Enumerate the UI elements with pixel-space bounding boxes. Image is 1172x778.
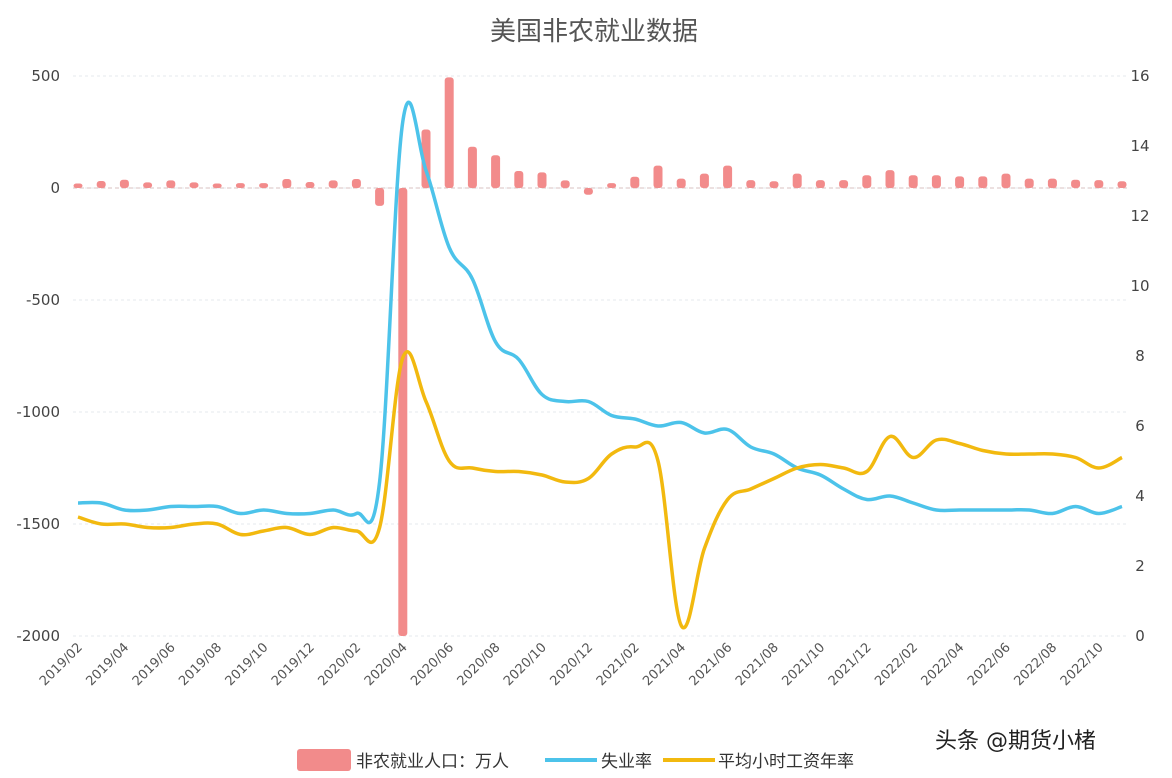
- x-axis-tick-label: 2019/12: [269, 640, 318, 689]
- bar-2022-06: [1001, 173, 1011, 188]
- x-axis-tick-label: 2022/06: [965, 640, 1014, 689]
- bar-2019-08: [212, 183, 222, 188]
- bar-2021-08: [769, 181, 779, 188]
- bar-2020-11: [560, 180, 570, 188]
- legend-swatch-payrolls: [297, 749, 351, 771]
- x-axis-tick-label: 2021/04: [640, 640, 689, 689]
- x-axis-tick-label: 2020/08: [455, 640, 504, 689]
- right-axis-tick-label: 16: [1130, 67, 1149, 85]
- left-axis-ticks: 500 0 -500 -1000 -1500 -2000: [16, 67, 60, 645]
- x-axis-tick-label: 2022/02: [872, 640, 921, 689]
- bar-2021-03: [653, 165, 663, 188]
- bar-2019-03: [96, 181, 106, 188]
- x-axis-tick-label: 2022/04: [919, 640, 968, 689]
- legend-label-unemployment: 失业率: [601, 752, 652, 772]
- right-axis-tick-label: 6: [1135, 417, 1145, 435]
- left-axis-tick-label: 0: [50, 179, 60, 197]
- right-axis-tick-label: 10: [1130, 277, 1149, 295]
- x-axis-tick-label: 2019/04: [83, 640, 132, 689]
- watermark: 头条 @期货小楮: [935, 729, 1096, 754]
- bar-2022-08: [1047, 178, 1057, 188]
- x-axis-tick-label: 2021/10: [779, 640, 828, 689]
- x-axis-tick-label: 2021/02: [594, 640, 643, 689]
- x-axis-tick-label: 2021/12: [826, 640, 875, 689]
- bar-2019-09: [235, 183, 245, 188]
- x-axis-tick-label: 2020/10: [501, 640, 550, 689]
- bar-series: [73, 77, 1127, 636]
- right-axis-tick-label: 2: [1135, 557, 1145, 575]
- x-axis-tick-label: 2022/08: [1011, 640, 1060, 689]
- bar-2020-01: [328, 180, 338, 188]
- x-axis-tick-label: 2020/12: [547, 640, 596, 689]
- bar-2022-09: [1071, 179, 1081, 188]
- x-axis-tick-label: 2019/06: [130, 640, 179, 689]
- bar-2021-06: [723, 165, 733, 188]
- bar-2019-12: [305, 181, 315, 188]
- x-axis-tick-label: 2021/08: [733, 640, 782, 689]
- bar-2020-10: [537, 172, 547, 188]
- x-axis-tick-label: 2020/02: [315, 640, 364, 689]
- bar-2019-10: [259, 183, 269, 188]
- x-axis-tick-label: 2019/02: [37, 640, 86, 689]
- bar-2019-06: [166, 180, 176, 188]
- bar-2020-08: [491, 155, 501, 188]
- bar-2022-11: [1117, 181, 1127, 188]
- bar-2019-07: [189, 182, 199, 188]
- bar-2021-11: [839, 180, 849, 188]
- left-axis-tick-label: -2000: [16, 627, 60, 645]
- x-axis-tick-label: 2020/06: [408, 640, 457, 689]
- bar-2022-05: [978, 176, 988, 188]
- x-axis-tick-label: 2021/06: [687, 640, 736, 689]
- bar-2020-04: [398, 188, 408, 636]
- unemployment-rate-line: [77, 100, 1123, 525]
- right-axis-tick-label: 0: [1135, 627, 1145, 645]
- right-axis-tick-label: 14: [1130, 137, 1149, 155]
- bar-2022-10: [1094, 180, 1104, 188]
- left-axis-tick-label: -1000: [16, 403, 60, 421]
- bar-2022-01: [885, 170, 895, 188]
- bar-2019-05: [143, 182, 153, 188]
- bar-2020-12: [583, 188, 593, 195]
- bar-2021-01: [607, 183, 617, 188]
- bar-2022-07: [1024, 178, 1034, 188]
- bar-2020-06: [444, 77, 454, 188]
- line-series: [77, 100, 1123, 630]
- bar-2021-02: [630, 176, 640, 188]
- bar-2020-07: [467, 146, 477, 188]
- bar-2021-07: [746, 180, 756, 188]
- bar-2020-02: [351, 179, 361, 188]
- legend-label-wages: 平均小时工资年率: [718, 752, 854, 772]
- right-axis-tick-label: 4: [1135, 487, 1145, 505]
- bar-2021-09: [792, 173, 802, 188]
- bar-2022-04: [955, 176, 965, 188]
- bar-2019-11: [282, 179, 292, 188]
- bar-2020-09: [514, 170, 524, 188]
- left-axis-tick-label: 500: [31, 67, 60, 85]
- bar-2020-03: [375, 188, 385, 206]
- legend: 非农就业人口：万人 失业率 平均小时工资年率: [297, 749, 854, 772]
- x-axis-tick-label: 2019/10: [223, 640, 272, 689]
- bar-2021-05: [699, 173, 709, 188]
- x-axis-tick-label: 2019/08: [176, 640, 225, 689]
- legend-label-payrolls: 非农就业人口：万人: [356, 752, 509, 772]
- hourly-wage-growth-line: [77, 350, 1123, 630]
- bar-2019-02: [73, 183, 83, 188]
- chart-title: 美国非农就业数据: [490, 17, 698, 47]
- left-axis-tick-label: -1500: [16, 515, 60, 533]
- x-axis-tick-label: 2022/10: [1058, 640, 1107, 689]
- right-axis-tick-label: 8: [1135, 347, 1145, 365]
- x-axis-ticks: 2019/022019/042019/062019/082019/102019/…: [37, 640, 1107, 689]
- bar-2019-04: [119, 179, 129, 188]
- bar-2022-03: [931, 175, 941, 188]
- bar-2022-02: [908, 175, 918, 188]
- left-axis-tick-label: -500: [26, 291, 60, 309]
- bar-2021-04: [676, 178, 686, 188]
- right-axis-tick-label: 12: [1130, 207, 1149, 225]
- gridlines: [73, 75, 1127, 637]
- right-axis-ticks: 16 14 12 10 8 6 4 2 0: [1130, 67, 1149, 645]
- bar-2021-12: [862, 175, 872, 188]
- x-axis-tick-label: 2020/04: [362, 640, 411, 689]
- bar-2021-10: [815, 180, 825, 188]
